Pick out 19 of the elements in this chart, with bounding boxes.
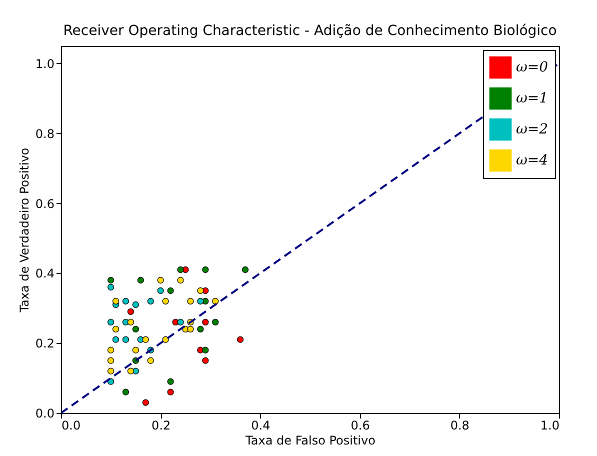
legend-label: ω=2 <box>516 122 548 138</box>
legend-label: ω=4 <box>516 152 548 168</box>
x-axis-title: Taxa de Falso Positivo <box>244 434 376 448</box>
x-tick-label: 0.2 <box>152 418 171 432</box>
y-tick-label: 1.0 <box>35 56 54 71</box>
x-tick-label: 1.0 <box>540 418 560 432</box>
y-tick-label: 0.4 <box>35 266 54 281</box>
y-axis-title: Taxa de Verdadeiro Positivo <box>17 148 32 314</box>
y-tick-label: 0.8 <box>35 126 54 141</box>
y-tick-label: 0.6 <box>35 196 54 211</box>
x-tick-label: 0.8 <box>450 418 470 432</box>
y-tick-label: 0.2 <box>35 336 54 351</box>
legend-label: ω=1 <box>516 90 548 106</box>
y-tick-label: 0.0 <box>35 406 54 420</box>
x-tick-label: 0.6 <box>350 418 370 432</box>
x-tick-label: 0.0 <box>62 418 81 432</box>
x-tick-label: 0.4 <box>251 418 270 432</box>
legend-label: ω=0 <box>516 60 548 76</box>
chart-title: Receiver Operating Characteristic - Adição de Conhecimento Biológico <box>63 23 557 39</box>
